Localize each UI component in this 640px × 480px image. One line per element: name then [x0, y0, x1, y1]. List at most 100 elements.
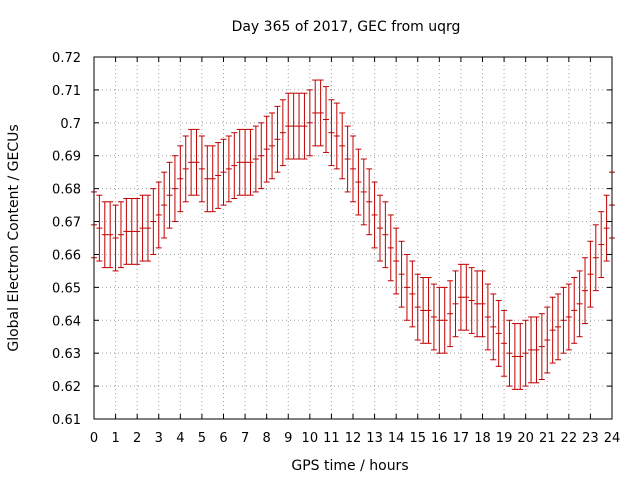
error-bar-point [414, 273, 421, 341]
error-bar-point [452, 270, 459, 338]
error-bar-point [479, 270, 486, 338]
error-bar-point [447, 280, 454, 348]
error-bar-point [360, 158, 367, 226]
error-bar-point [436, 286, 443, 354]
error-bar-point [101, 201, 108, 269]
error-bar-point [333, 102, 340, 170]
error-bar-point [425, 276, 432, 344]
error-bar-point [150, 188, 157, 255]
error-bar-point [242, 128, 249, 196]
error-bar-point [403, 253, 410, 321]
error-bar-point [376, 194, 383, 262]
error-bar-point [252, 125, 259, 193]
error-bar-point [398, 240, 405, 308]
error-bar-point [236, 128, 243, 196]
x-tick-label: 6 [219, 431, 227, 446]
error-bar-point [441, 286, 448, 354]
error-bar-point [474, 270, 481, 338]
y-tick-label: 0.63 [52, 347, 81, 362]
error-bar-point [285, 92, 292, 160]
error-bar-point [188, 128, 195, 196]
y-tick-label: 0.61 [52, 413, 81, 428]
error-bar-point [312, 79, 319, 147]
x-tick-label: 0 [90, 431, 98, 446]
y-tick-label: 0.71 [52, 84, 81, 99]
x-tick-label: 14 [388, 431, 405, 446]
error-bar-point [495, 300, 502, 367]
x-tick-label: 12 [345, 431, 362, 446]
error-bar-point [231, 132, 238, 200]
error-bar-point [209, 145, 216, 213]
x-tick-label: 13 [366, 431, 383, 446]
x-tick-label: 17 [453, 431, 470, 446]
error-bar-point [533, 316, 540, 384]
error-bars [91, 79, 615, 390]
y-tick-label: 0.62 [52, 380, 81, 395]
error-bar-point [430, 283, 437, 351]
error-bar-point [198, 135, 205, 203]
error-bar-point [258, 122, 265, 190]
x-tick-label: 11 [323, 431, 340, 446]
error-bar-point [571, 276, 578, 344]
error-bar-point [328, 99, 335, 167]
axis-ticks [93, 56, 613, 420]
error-bar-point [528, 316, 535, 384]
y-tick-label: 0.72 [52, 51, 81, 66]
error-bar-point [96, 194, 103, 262]
error-bar-point [382, 201, 389, 269]
error-bar-point [420, 276, 427, 344]
error-bar-point [177, 145, 184, 213]
x-tick-label: 21 [539, 431, 556, 446]
error-bar-point [355, 148, 362, 216]
error-bar-point [339, 112, 346, 180]
error-bar-point [139, 194, 146, 262]
y-axis-title: Global Electron Content / GECUs [6, 124, 22, 351]
error-bar-point [560, 286, 567, 354]
error-bar-point [123, 198, 130, 265]
error-bar-point [409, 260, 416, 328]
error-bar-point [317, 79, 324, 147]
error-bar-point [517, 323, 524, 390]
y-tick-label: 0.64 [52, 314, 81, 329]
x-tick-label: 5 [198, 431, 206, 446]
error-bar-point [587, 240, 594, 308]
error-bar-point [576, 270, 583, 338]
error-bar-point [522, 319, 529, 387]
error-bar-point [290, 92, 297, 160]
y-tick-label: 0.67 [52, 216, 81, 231]
error-bar-point [134, 198, 141, 265]
error-bar-point [117, 201, 124, 269]
x-tick-label: 16 [431, 431, 448, 446]
error-bar-point [182, 135, 189, 203]
error-bar-point [323, 86, 330, 153]
error-bar-point [490, 293, 497, 361]
error-bar-point [107, 201, 114, 269]
x-tick-label: 24 [604, 431, 621, 446]
error-bar-point [511, 323, 518, 390]
x-tick-label: 8 [263, 431, 271, 446]
error-bar-point [598, 211, 605, 278]
error-bar-point [484, 283, 491, 351]
error-bar-point [166, 161, 173, 229]
y-tick-label: 0.65 [52, 281, 81, 296]
error-bar-point [468, 267, 475, 334]
x-tick-labels: 0 1 2 3 4 5 6 7 8 9 10 11 12 13 14 15 16 17 18 19 20 21 22 23 24 [90, 431, 620, 446]
y-tick-label: 0.7 [60, 117, 81, 132]
error-bar-point [371, 181, 378, 249]
x-tick-label: 3 [155, 431, 163, 446]
error-bar-point [506, 319, 513, 387]
error-bar-point [603, 194, 610, 262]
x-tick-label: 9 [284, 431, 292, 446]
chart-title: Day 365 of 2017, GEC from uqrg [232, 19, 461, 35]
error-bar-point [225, 135, 232, 203]
error-bar-point [592, 224, 599, 292]
x-tick-label: 23 [582, 431, 599, 446]
error-bar-point [306, 89, 313, 157]
x-tick-label: 18 [474, 431, 491, 446]
error-bar-point [296, 92, 303, 160]
error-bar-point [263, 115, 270, 183]
error-bar-point [204, 145, 211, 213]
error-bar-point [220, 138, 227, 206]
